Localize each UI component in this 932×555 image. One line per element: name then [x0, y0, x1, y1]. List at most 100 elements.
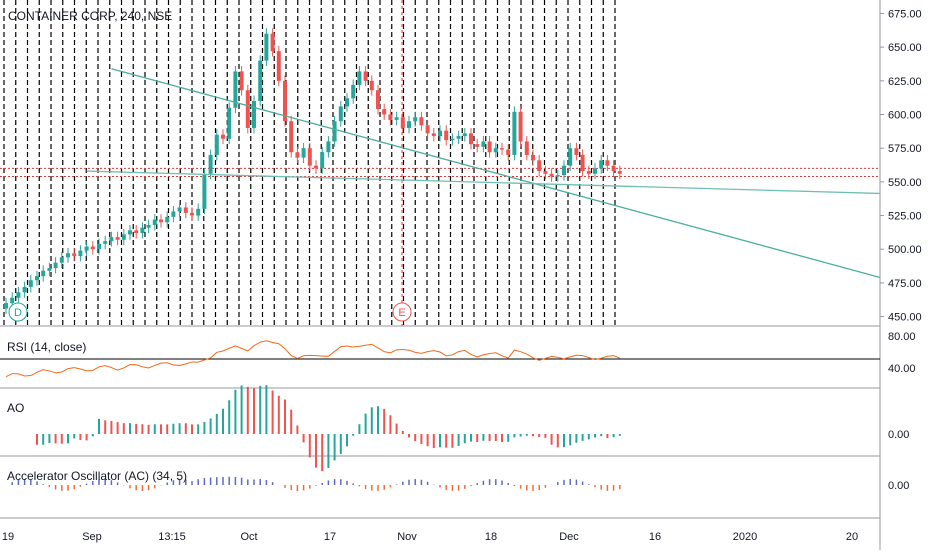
candle-body — [524, 141, 529, 155]
candle-body — [444, 130, 449, 141]
candle-body — [456, 136, 461, 139]
candle-body — [450, 138, 455, 141]
candle-body — [152, 219, 157, 225]
price-tick-label: 550.00 — [888, 177, 922, 189]
candle-body — [537, 160, 542, 172]
ao-label: AO — [7, 401, 25, 415]
candle-body — [320, 152, 325, 169]
candle-body — [283, 80, 287, 122]
candle-body — [307, 148, 312, 166]
candle-body — [22, 286, 27, 293]
candle-body — [605, 160, 610, 166]
candle-body — [276, 51, 281, 81]
candle-body — [593, 168, 597, 174]
price-tick-label: 500.00 — [888, 244, 922, 256]
candle-body — [301, 148, 306, 158]
candle-body — [549, 173, 554, 177]
candle-body — [264, 33, 269, 61]
time-tick-label: 2020 — [733, 531, 757, 543]
ac-tick-label: 0.00 — [888, 480, 909, 492]
candle-body — [245, 90, 250, 128]
candle-body — [332, 121, 337, 142]
candle-body — [41, 270, 46, 277]
ao-tick-label: 0.00 — [888, 429, 909, 441]
chart-title: CONTAINER CORP, 240, NSE — [8, 9, 173, 23]
time-tick-label: 16 — [649, 531, 661, 543]
candle-body — [599, 160, 604, 169]
candle-body — [345, 98, 349, 107]
price-tick-label: 450.00 — [888, 312, 922, 324]
candle-body — [159, 219, 163, 223]
trendline-support — [86, 170, 881, 195]
candle-body — [531, 154, 535, 161]
price-tick-label: 525.00 — [888, 211, 922, 223]
candle-body — [369, 80, 374, 91]
candle-body — [500, 148, 504, 150]
candle-body — [617, 171, 622, 174]
candle-body — [115, 237, 120, 240]
candle-body — [16, 292, 21, 298]
time-tick-label: 19 — [2, 531, 14, 543]
candle-body — [252, 101, 256, 128]
candle-body — [314, 165, 318, 169]
candle-body — [134, 230, 139, 234]
trendline-resistance — [111, 68, 881, 279]
candle-body — [363, 71, 368, 81]
rsi-tick-label: 40.00 — [888, 363, 916, 375]
marker-circle — [392, 302, 412, 322]
candle-body — [59, 257, 64, 263]
candle-body — [140, 227, 145, 234]
candle-body — [438, 130, 442, 137]
candle-body — [394, 117, 399, 120]
candle-body — [562, 165, 566, 176]
candle-body — [462, 133, 467, 137]
price-tick-label: 675.00 — [888, 8, 922, 20]
candle-body — [171, 211, 176, 217]
candle-body — [270, 33, 275, 52]
candle-body — [611, 165, 616, 172]
candle-body — [357, 71, 362, 85]
candle-body — [475, 144, 480, 147]
candle-body — [543, 171, 548, 174]
candle-body — [469, 133, 473, 145]
time-tick-label: Oct — [240, 531, 257, 543]
candle-body — [376, 90, 380, 110]
marker-label: D — [14, 307, 22, 319]
candle-body — [97, 243, 101, 250]
candle-body — [109, 237, 114, 242]
candle-body — [506, 149, 511, 155]
candle-body — [419, 117, 424, 126]
candle-body — [214, 134, 219, 155]
candle-body — [84, 246, 89, 251]
marker-circle — [8, 302, 28, 322]
price-tick-label: 575.00 — [888, 143, 922, 155]
candle-body — [121, 234, 126, 240]
candle-body — [165, 216, 170, 223]
candle-body — [35, 276, 39, 281]
time-tick-label: 18 — [485, 531, 497, 543]
price-tick-label: 475.00 — [888, 278, 922, 290]
candle-body — [295, 152, 300, 158]
candle-body — [47, 268, 52, 271]
rsi-label: RSI (14, close) — [7, 340, 87, 354]
price-tick-label: 625.00 — [888, 76, 922, 88]
candle-body — [568, 148, 573, 166]
time-tick-label: Dec — [559, 531, 579, 543]
candle-body — [190, 212, 194, 216]
candle-body — [425, 125, 430, 134]
rsi-tick-label: 80.00 — [888, 331, 916, 343]
candle-body — [10, 297, 15, 304]
candle-body — [518, 111, 523, 142]
candle-body — [239, 71, 244, 91]
candle-body — [487, 141, 492, 153]
candle-body — [407, 121, 411, 128]
candle-body — [146, 224, 151, 228]
candle-body — [512, 111, 517, 155]
candle-body — [289, 121, 294, 153]
candle-body — [580, 154, 585, 172]
time-tick-label: 20 — [846, 531, 858, 543]
candle-body — [4, 303, 8, 309]
candle-body — [338, 106, 343, 122]
